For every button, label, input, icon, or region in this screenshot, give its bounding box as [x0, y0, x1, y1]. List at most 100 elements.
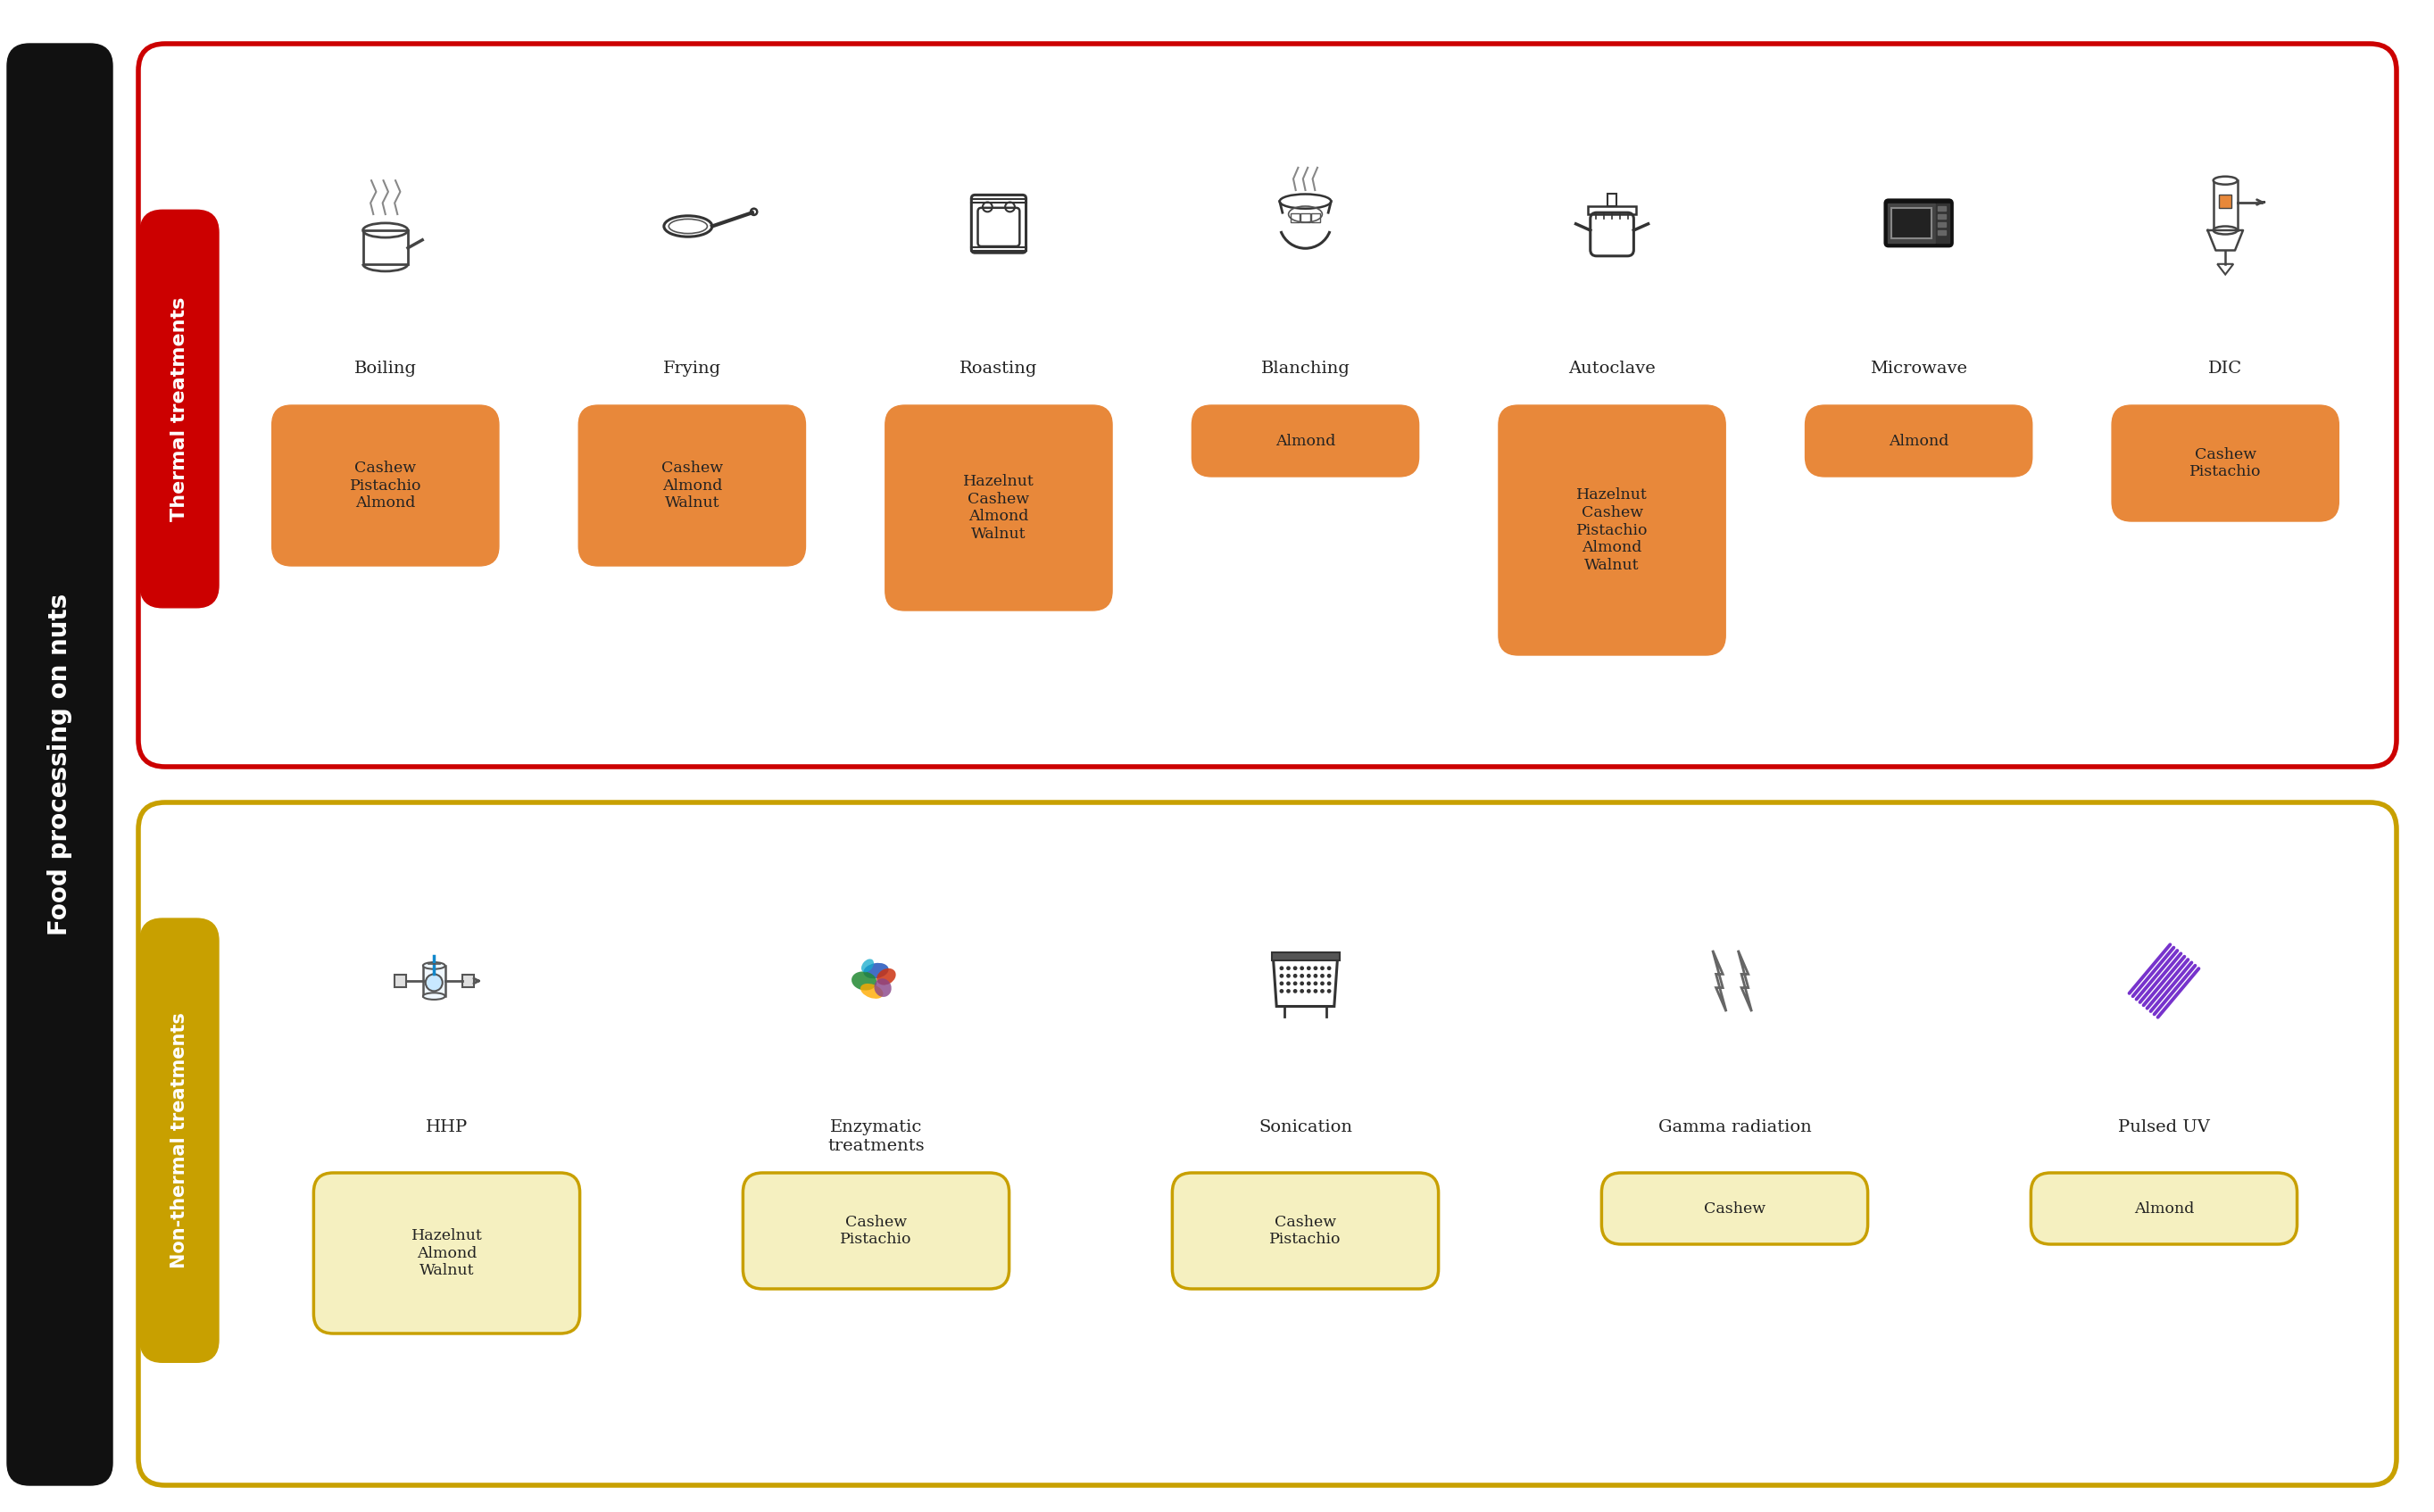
Bar — [2213, 180, 2237, 230]
FancyBboxPatch shape — [139, 803, 2397, 1485]
Circle shape — [1307, 966, 1312, 971]
FancyBboxPatch shape — [2030, 1173, 2298, 1244]
Text: Thermal treatments: Thermal treatments — [170, 296, 187, 522]
Bar — [1271, 953, 1339, 960]
Circle shape — [1300, 989, 1305, 993]
FancyBboxPatch shape — [1173, 1173, 1438, 1288]
Circle shape — [1314, 981, 1317, 986]
Ellipse shape — [874, 978, 891, 996]
FancyBboxPatch shape — [273, 405, 499, 565]
FancyBboxPatch shape — [314, 1173, 579, 1334]
Circle shape — [1300, 981, 1305, 986]
Circle shape — [1292, 981, 1297, 986]
Circle shape — [1285, 981, 1290, 986]
FancyBboxPatch shape — [141, 210, 219, 608]
Circle shape — [1327, 966, 1331, 971]
Circle shape — [1292, 966, 1297, 971]
FancyBboxPatch shape — [1884, 200, 1952, 246]
Bar — [1937, 222, 1947, 227]
Bar — [1937, 215, 1947, 219]
Circle shape — [1280, 981, 1283, 986]
FancyBboxPatch shape — [579, 405, 806, 565]
Text: Food processing on nuts: Food processing on nuts — [46, 593, 73, 936]
Ellipse shape — [424, 993, 445, 999]
FancyBboxPatch shape — [1806, 405, 2032, 476]
Circle shape — [1314, 966, 1317, 971]
Bar — [2220, 195, 2232, 207]
Text: Blanching: Blanching — [1261, 360, 1351, 376]
Circle shape — [1292, 989, 1297, 993]
Bar — [1587, 206, 1636, 215]
Circle shape — [1280, 989, 1283, 993]
Text: Boiling: Boiling — [355, 360, 416, 376]
Circle shape — [1319, 974, 1324, 978]
Text: Gamma radiation: Gamma radiation — [1658, 1119, 1811, 1136]
Text: Sonication: Sonication — [1258, 1119, 1353, 1136]
Bar — [1606, 194, 1616, 206]
Bar — [1935, 204, 1950, 242]
Circle shape — [1319, 966, 1324, 971]
FancyBboxPatch shape — [141, 918, 219, 1362]
Text: Microwave: Microwave — [1869, 360, 1967, 376]
Text: Almond: Almond — [1889, 434, 1950, 449]
Text: DIC: DIC — [2208, 360, 2242, 376]
Circle shape — [1280, 966, 1283, 971]
Circle shape — [1327, 989, 1331, 993]
Bar — [394, 975, 406, 987]
Text: Cashew
Pistachio: Cashew Pistachio — [840, 1214, 913, 1247]
Circle shape — [1319, 981, 1324, 986]
Text: Cashew
Almond
Walnut: Cashew Almond Walnut — [662, 461, 723, 511]
Text: Enzymatic
treatments: Enzymatic treatments — [828, 1119, 925, 1154]
Circle shape — [1314, 989, 1317, 993]
Ellipse shape — [424, 962, 445, 969]
Text: HHP: HHP — [426, 1119, 467, 1136]
Text: Cashew: Cashew — [1704, 1201, 1765, 1216]
Bar — [462, 975, 475, 987]
Text: Cashew
Pistachio
Almond: Cashew Pistachio Almond — [350, 461, 421, 511]
Text: Hazelnut
Cashew
Almond
Walnut: Hazelnut Cashew Almond Walnut — [964, 475, 1034, 541]
FancyBboxPatch shape — [1193, 405, 1419, 476]
Bar — [1937, 230, 1947, 234]
Text: Almond: Almond — [2135, 1201, 2193, 1216]
Ellipse shape — [862, 959, 874, 972]
Text: Roasting: Roasting — [959, 360, 1037, 376]
Bar — [1891, 207, 1933, 239]
Circle shape — [1307, 981, 1312, 986]
Circle shape — [1300, 974, 1305, 978]
Ellipse shape — [852, 972, 876, 990]
Bar — [1889, 204, 1935, 242]
Circle shape — [1307, 989, 1312, 993]
FancyBboxPatch shape — [742, 1173, 1010, 1288]
FancyBboxPatch shape — [7, 44, 112, 1485]
Text: Pulsed UV: Pulsed UV — [2118, 1119, 2210, 1136]
Ellipse shape — [2213, 177, 2237, 184]
Circle shape — [1280, 974, 1283, 978]
Ellipse shape — [864, 963, 888, 978]
Circle shape — [1314, 974, 1317, 978]
FancyBboxPatch shape — [1499, 405, 1726, 655]
Circle shape — [1285, 989, 1290, 993]
Circle shape — [1285, 974, 1290, 978]
Circle shape — [1319, 989, 1324, 993]
Circle shape — [1292, 974, 1297, 978]
Ellipse shape — [876, 968, 896, 984]
Bar — [424, 966, 445, 996]
FancyBboxPatch shape — [1602, 1173, 1867, 1244]
Text: Hazelnut
Cashew
Pistachio
Almond
Walnut: Hazelnut Cashew Pistachio Almond Walnut — [1577, 487, 1648, 573]
FancyBboxPatch shape — [886, 405, 1112, 611]
Text: Non-thermal treatments: Non-thermal treatments — [170, 1013, 187, 1269]
Text: Cashew
Pistachio: Cashew Pistachio — [1271, 1214, 1341, 1247]
Circle shape — [1307, 974, 1312, 978]
Circle shape — [1327, 981, 1331, 986]
Text: Frying: Frying — [662, 360, 720, 376]
FancyBboxPatch shape — [2113, 405, 2339, 522]
Text: Cashew
Pistachio: Cashew Pistachio — [2191, 448, 2261, 479]
Text: Hazelnut
Almond
Walnut: Hazelnut Almond Walnut — [411, 1228, 482, 1278]
Circle shape — [1300, 966, 1305, 971]
Text: Almond: Almond — [1275, 434, 1336, 449]
FancyBboxPatch shape — [139, 44, 2397, 767]
Circle shape — [1327, 974, 1331, 978]
Ellipse shape — [859, 983, 884, 998]
Ellipse shape — [2213, 227, 2237, 234]
Circle shape — [1285, 966, 1290, 971]
